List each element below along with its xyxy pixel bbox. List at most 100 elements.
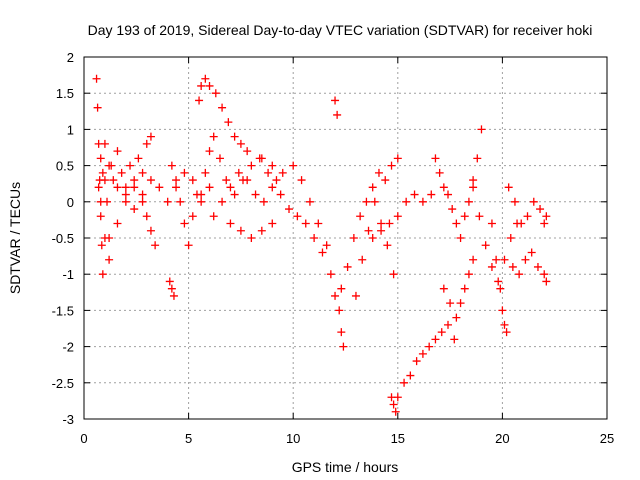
- data-point: [138, 168, 147, 177]
- data-point: [163, 197, 172, 206]
- series-arc-12: [331, 96, 348, 351]
- data-point: [268, 219, 277, 228]
- y-tick-label: -2: [62, 340, 74, 355]
- x-tick-label: 10: [286, 431, 300, 446]
- data-point: [97, 241, 106, 250]
- data-point: [310, 234, 319, 242]
- data-point: [437, 328, 446, 337]
- data-point: [100, 176, 109, 185]
- data-point: [343, 262, 352, 271]
- data-point: [377, 226, 386, 235]
- x-tick-label: 0: [80, 431, 87, 446]
- data-point: [381, 176, 390, 185]
- data-point: [540, 219, 549, 228]
- y-tick-label: 2: [67, 50, 74, 65]
- data-point: [105, 255, 114, 264]
- data-point: [473, 154, 482, 163]
- data-point: [176, 197, 185, 206]
- data-point: [368, 183, 377, 192]
- data-point: [247, 161, 256, 170]
- y-tick-label: 0: [67, 195, 74, 210]
- y-tick-label: 1: [67, 122, 74, 137]
- data-point: [272, 176, 281, 185]
- data-point: [230, 190, 239, 199]
- data-point: [318, 248, 327, 257]
- data-point: [126, 161, 135, 170]
- data-point: [113, 183, 122, 192]
- x-tick-label: 25: [600, 431, 614, 446]
- data-point: [268, 161, 277, 170]
- data-point: [393, 212, 402, 221]
- data-point: [370, 197, 379, 206]
- x-tick-label: 5: [185, 431, 192, 446]
- data-point: [374, 168, 383, 177]
- data-point: [335, 306, 344, 315]
- data-point: [201, 168, 210, 177]
- data-point: [331, 96, 340, 105]
- data-point: [446, 299, 455, 308]
- series-arc-5: [165, 277, 178, 300]
- plot-frame: [83, 56, 608, 420]
- data-point: [209, 132, 218, 141]
- x-tick-label: 15: [391, 431, 405, 446]
- data-point: [134, 154, 143, 163]
- y-tick-label: 1.5: [56, 86, 74, 101]
- data-point: [167, 284, 176, 293]
- data-point: [165, 277, 174, 286]
- data-point: [481, 241, 490, 250]
- data-point: [460, 284, 469, 293]
- data-point: [496, 284, 505, 293]
- data-point: [92, 74, 101, 83]
- data-point: [236, 226, 245, 235]
- data-point: [96, 212, 105, 221]
- data-point: [439, 284, 448, 293]
- data-point: [469, 183, 478, 192]
- data-point: [268, 183, 277, 192]
- data-point: [138, 197, 147, 206]
- data-point: [180, 168, 189, 177]
- data-point: [410, 190, 419, 199]
- data-point: [389, 270, 398, 279]
- data-point: [494, 277, 503, 286]
- series-arc-10: [257, 154, 331, 250]
- data-point: [464, 197, 473, 206]
- data-point: [276, 190, 285, 199]
- series-arc-9: [209, 168, 340, 300]
- data-point: [439, 183, 448, 192]
- data-point: [305, 197, 314, 206]
- data-point: [400, 378, 409, 387]
- data-point: [146, 176, 155, 185]
- data-point: [180, 219, 189, 228]
- data-point: [492, 255, 501, 264]
- data-point: [506, 234, 515, 242]
- data-point: [146, 226, 155, 235]
- data-point: [385, 219, 394, 228]
- data-point: [536, 205, 545, 214]
- data-point: [142, 212, 151, 221]
- data-point: [456, 299, 465, 308]
- data-point: [192, 190, 201, 199]
- data-point: [224, 118, 233, 127]
- data-point: [521, 255, 530, 264]
- data-point: [121, 183, 130, 192]
- data-point: [460, 212, 469, 221]
- data-point: [510, 197, 519, 206]
- data-point: [167, 161, 176, 170]
- data-point: [523, 212, 532, 221]
- data-point: [234, 168, 243, 177]
- data-point: [195, 96, 204, 105]
- data-point: [109, 176, 118, 185]
- data-point: [251, 190, 260, 199]
- data-point: [412, 357, 421, 366]
- grid-lines: [84, 57, 607, 419]
- data-point: [444, 190, 453, 199]
- data-point: [98, 270, 107, 279]
- data-point: [285, 205, 294, 214]
- data-point: [297, 176, 306, 185]
- data-point: [418, 197, 427, 206]
- data-point: [427, 190, 436, 199]
- data-point: [387, 161, 396, 170]
- data-point: [337, 328, 346, 337]
- data-point: [333, 110, 342, 119]
- axis-ticks: 0 5 10 15 20 25 -3 -2.5 -2 -1.5 -1 -0.5 0 0.5 1 1.5 2: [52, 50, 615, 446]
